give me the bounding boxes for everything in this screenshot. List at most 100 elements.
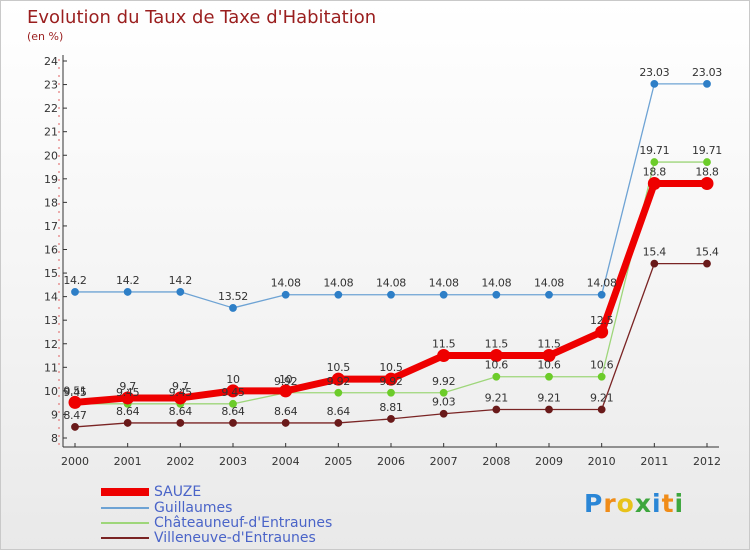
- x-tick-label: 2005: [324, 455, 352, 468]
- data-label: 15.4: [695, 246, 719, 259]
- x-tick-label: 2006: [377, 455, 405, 468]
- legend-label-chateauneuf: Châteauneuf-d'Entraunes: [154, 515, 333, 531]
- data-point: [334, 419, 343, 427]
- data-point: [542, 349, 556, 363]
- data-label: 14.08: [481, 277, 511, 290]
- chart-title: Evolution du Taux de Taxe d'Habitation: [27, 7, 377, 28]
- y-tick-label: 23: [44, 79, 58, 92]
- data-label: 13.52: [218, 290, 248, 303]
- data-label: 8.64: [116, 405, 140, 418]
- data-label: 9.92: [327, 375, 350, 388]
- data-label: 9.45: [169, 386, 193, 399]
- x-tick-label: 2004: [272, 455, 300, 468]
- data-label: 9.45: [221, 386, 245, 399]
- data-point: [703, 259, 711, 268]
- x-tick-label: 2010: [588, 455, 616, 468]
- logo-letter: x: [634, 489, 652, 518]
- data-label: 9.7: [119, 380, 136, 393]
- data-label: 9.21: [590, 391, 613, 404]
- logo-letter: r: [603, 489, 617, 518]
- data-point: [387, 388, 395, 397]
- data-point: [387, 290, 395, 299]
- x-tick-label: 2001: [114, 455, 142, 468]
- data-point: [650, 158, 659, 166]
- data-label: 10.6: [485, 359, 509, 372]
- data-point: [279, 384, 293, 398]
- data-label: 14.2: [169, 274, 192, 287]
- data-label: 8.64: [169, 405, 193, 418]
- data-label: 8.47: [63, 409, 87, 422]
- data-label: 18.8: [643, 166, 667, 179]
- data-label: 19.71: [639, 144, 669, 157]
- y-tick-label: 24: [44, 55, 58, 68]
- data-label: 9.45: [63, 386, 87, 399]
- data-point: [492, 372, 501, 381]
- data-label: 14.08: [587, 277, 617, 290]
- x-tick-label: 2007: [430, 455, 458, 468]
- x-tick-label: 2000: [61, 455, 89, 468]
- data-label: 14.08: [323, 277, 353, 290]
- y-tick-label: 15: [44, 267, 58, 280]
- legend-swatch-villeneuve: [101, 537, 149, 539]
- data-point: [334, 388, 343, 397]
- data-point: [597, 372, 606, 381]
- y-tick-label: 9: [51, 408, 58, 421]
- data-point: [384, 372, 398, 386]
- data-point: [229, 419, 237, 427]
- data-label: 8.64: [221, 405, 245, 418]
- data-point: [545, 372, 553, 381]
- legend-swatch-sauze: [101, 488, 149, 496]
- data-point: [650, 259, 659, 268]
- data-label: 10: [279, 373, 293, 386]
- legend-label-villeneuve: Villeneuve-d'Entraunes: [154, 530, 316, 546]
- data-label: 14.2: [63, 274, 86, 287]
- x-tick-label: 2011: [640, 455, 668, 468]
- data-point: [71, 288, 79, 296]
- x-tick-label: 2012: [693, 455, 721, 468]
- data-point: [439, 388, 448, 397]
- data-label: 9.21: [485, 391, 508, 404]
- y-tick-label: 22: [44, 102, 58, 115]
- logo-letter: i: [652, 489, 662, 518]
- data-point: [597, 290, 606, 299]
- data-point: [173, 391, 187, 405]
- y-tick-label: 20: [44, 149, 58, 162]
- data-label: 14.08: [429, 277, 459, 290]
- data-label: 15.4: [643, 246, 667, 259]
- data-label: 8.64: [274, 405, 298, 418]
- data-label: 14.08: [376, 277, 406, 290]
- data-point: [281, 290, 290, 299]
- data-label: 8.64: [327, 405, 351, 418]
- data-label: 11.5: [432, 338, 456, 351]
- data-label: 11.5: [537, 338, 561, 351]
- data-label: 9.51: [63, 384, 86, 397]
- chart-subtitle: (en %): [27, 30, 64, 43]
- data-point: [229, 399, 237, 408]
- logo-letter: t: [661, 489, 675, 518]
- legend-label-sauze: SAUZE: [154, 484, 202, 500]
- data-label: 10: [226, 373, 240, 386]
- data-label: 14.08: [271, 277, 301, 290]
- x-tick-label: 2002: [166, 455, 194, 468]
- data-label: 10.5: [327, 361, 351, 374]
- y-tick-label: 8: [51, 432, 58, 445]
- data-label: 10.6: [590, 359, 614, 372]
- data-point: [331, 372, 345, 386]
- x-tick-label: 2009: [535, 455, 563, 468]
- data-point: [281, 419, 290, 427]
- data-label: 10.6: [537, 359, 561, 372]
- data-label: 23.03: [692, 66, 722, 79]
- data-label: 8.81: [379, 401, 402, 414]
- data-label: 10.5: [379, 361, 403, 374]
- data-point: [334, 290, 343, 299]
- data-point: [123, 288, 132, 296]
- data-label: 19.71: [692, 144, 722, 157]
- y-tick-label: 10: [44, 385, 58, 398]
- legend-swatch-chateauneuf: [101, 522, 149, 524]
- data-point: [595, 325, 609, 339]
- y-tick-label: 21: [44, 126, 58, 139]
- data-label: 9.7: [172, 380, 189, 393]
- data-label: 23.03: [639, 66, 669, 79]
